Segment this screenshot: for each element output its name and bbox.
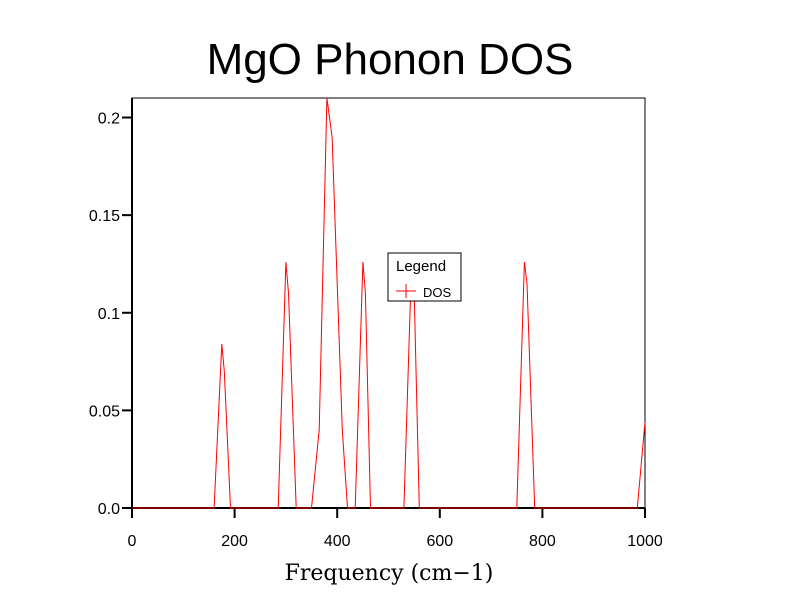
legend-box	[387, 252, 462, 302]
x-tick-label: 1000	[627, 533, 663, 550]
x-axis: 0 200 400 600 800 1000	[128, 507, 663, 550]
legend-entry-dos: DOS	[423, 285, 452, 300]
y-tick-label: 0.1	[98, 306, 120, 323]
x-tick-label: 600	[426, 533, 453, 550]
legend: Legend DOS	[387, 252, 462, 302]
y-tick-label: 0.0	[98, 501, 120, 518]
series-layer	[132, 97, 646, 509]
series-line-dos	[132, 97, 646, 509]
y-tick-label: 0.05	[89, 403, 120, 420]
x-tick-label: 800	[529, 533, 556, 550]
legend-title: Legend	[396, 258, 446, 275]
x-tick-label: 0	[128, 533, 137, 550]
plot-area	[131, 97, 646, 509]
chart-title: MgO Phonon DOS	[207, 35, 574, 84]
x-tick-label: 400	[324, 533, 351, 550]
y-axis: 0.0 0.05 0.1 0.15 0.2	[89, 98, 133, 518]
x-tick-label: 200	[221, 533, 248, 550]
x-axis-label: Frequency (cm−1)	[285, 561, 494, 586]
y-tick-label: 0.15	[89, 208, 120, 225]
y-tick-label: 0.2	[98, 111, 120, 128]
